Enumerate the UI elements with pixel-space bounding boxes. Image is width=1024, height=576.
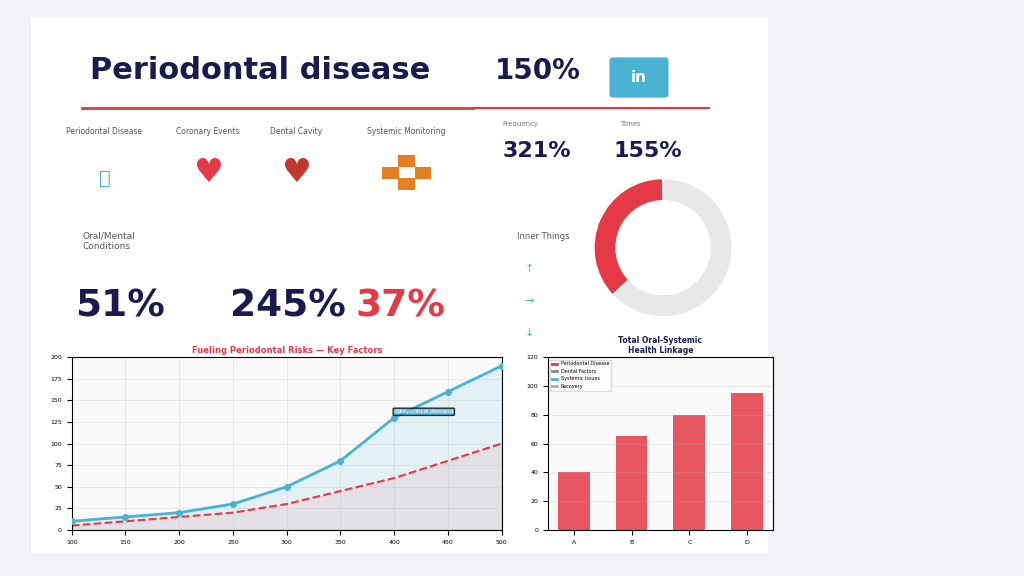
Title: Fueling Periodontal Risks — Key Factors: Fueling Periodontal Risks — Key Factors <box>191 346 382 355</box>
Text: Dental Cavity: Dental Cavity <box>270 127 323 136</box>
Legend: Periodontal Disease, Dental Factors, Systemic Issues, Recovery: Periodontal Disease, Dental Factors, Sys… <box>550 359 611 391</box>
Text: ♥: ♥ <box>193 156 222 189</box>
Bar <box>674 415 706 530</box>
Bar <box>615 437 647 530</box>
Title: Total Oral-Systemic
Health Linkage: Total Oral-Systemic Health Linkage <box>618 336 702 355</box>
Text: 🦷: 🦷 <box>98 169 111 187</box>
Text: Times: Times <box>621 122 641 127</box>
Text: ↓: ↓ <box>524 328 535 338</box>
Text: 150%: 150% <box>496 57 581 85</box>
Text: ↑: ↑ <box>524 264 535 274</box>
Text: 37%: 37% <box>355 289 445 324</box>
Text: Coronary Events: Coronary Events <box>176 127 240 136</box>
Wedge shape <box>612 179 732 317</box>
Text: in: in <box>631 70 647 85</box>
Bar <box>558 472 590 530</box>
Text: 245%: 245% <box>229 289 346 324</box>
Text: Oral/Mental
Conditions: Oral/Mental Conditions <box>82 232 135 251</box>
Text: ♥: ♥ <box>282 156 311 189</box>
Text: →: → <box>524 296 535 306</box>
Text: Periodontal disease: Periodontal disease <box>90 56 430 85</box>
Text: 155%: 155% <box>613 141 682 161</box>
FancyBboxPatch shape <box>609 58 669 97</box>
Wedge shape <box>594 179 664 295</box>
Text: 51%: 51% <box>75 289 165 324</box>
Text: 321%: 321% <box>503 141 571 161</box>
Text: Inner Things: Inner Things <box>517 232 569 241</box>
Text: Frequency: Frequency <box>503 122 539 127</box>
Text: Periodontal Disease: Periodontal Disease <box>67 127 142 136</box>
FancyBboxPatch shape <box>24 12 775 558</box>
Text: @key.critical.demand: @key.critical.demand <box>394 410 454 414</box>
Bar <box>731 393 763 530</box>
Text: Systemic Monitoring: Systemic Monitoring <box>368 127 446 136</box>
